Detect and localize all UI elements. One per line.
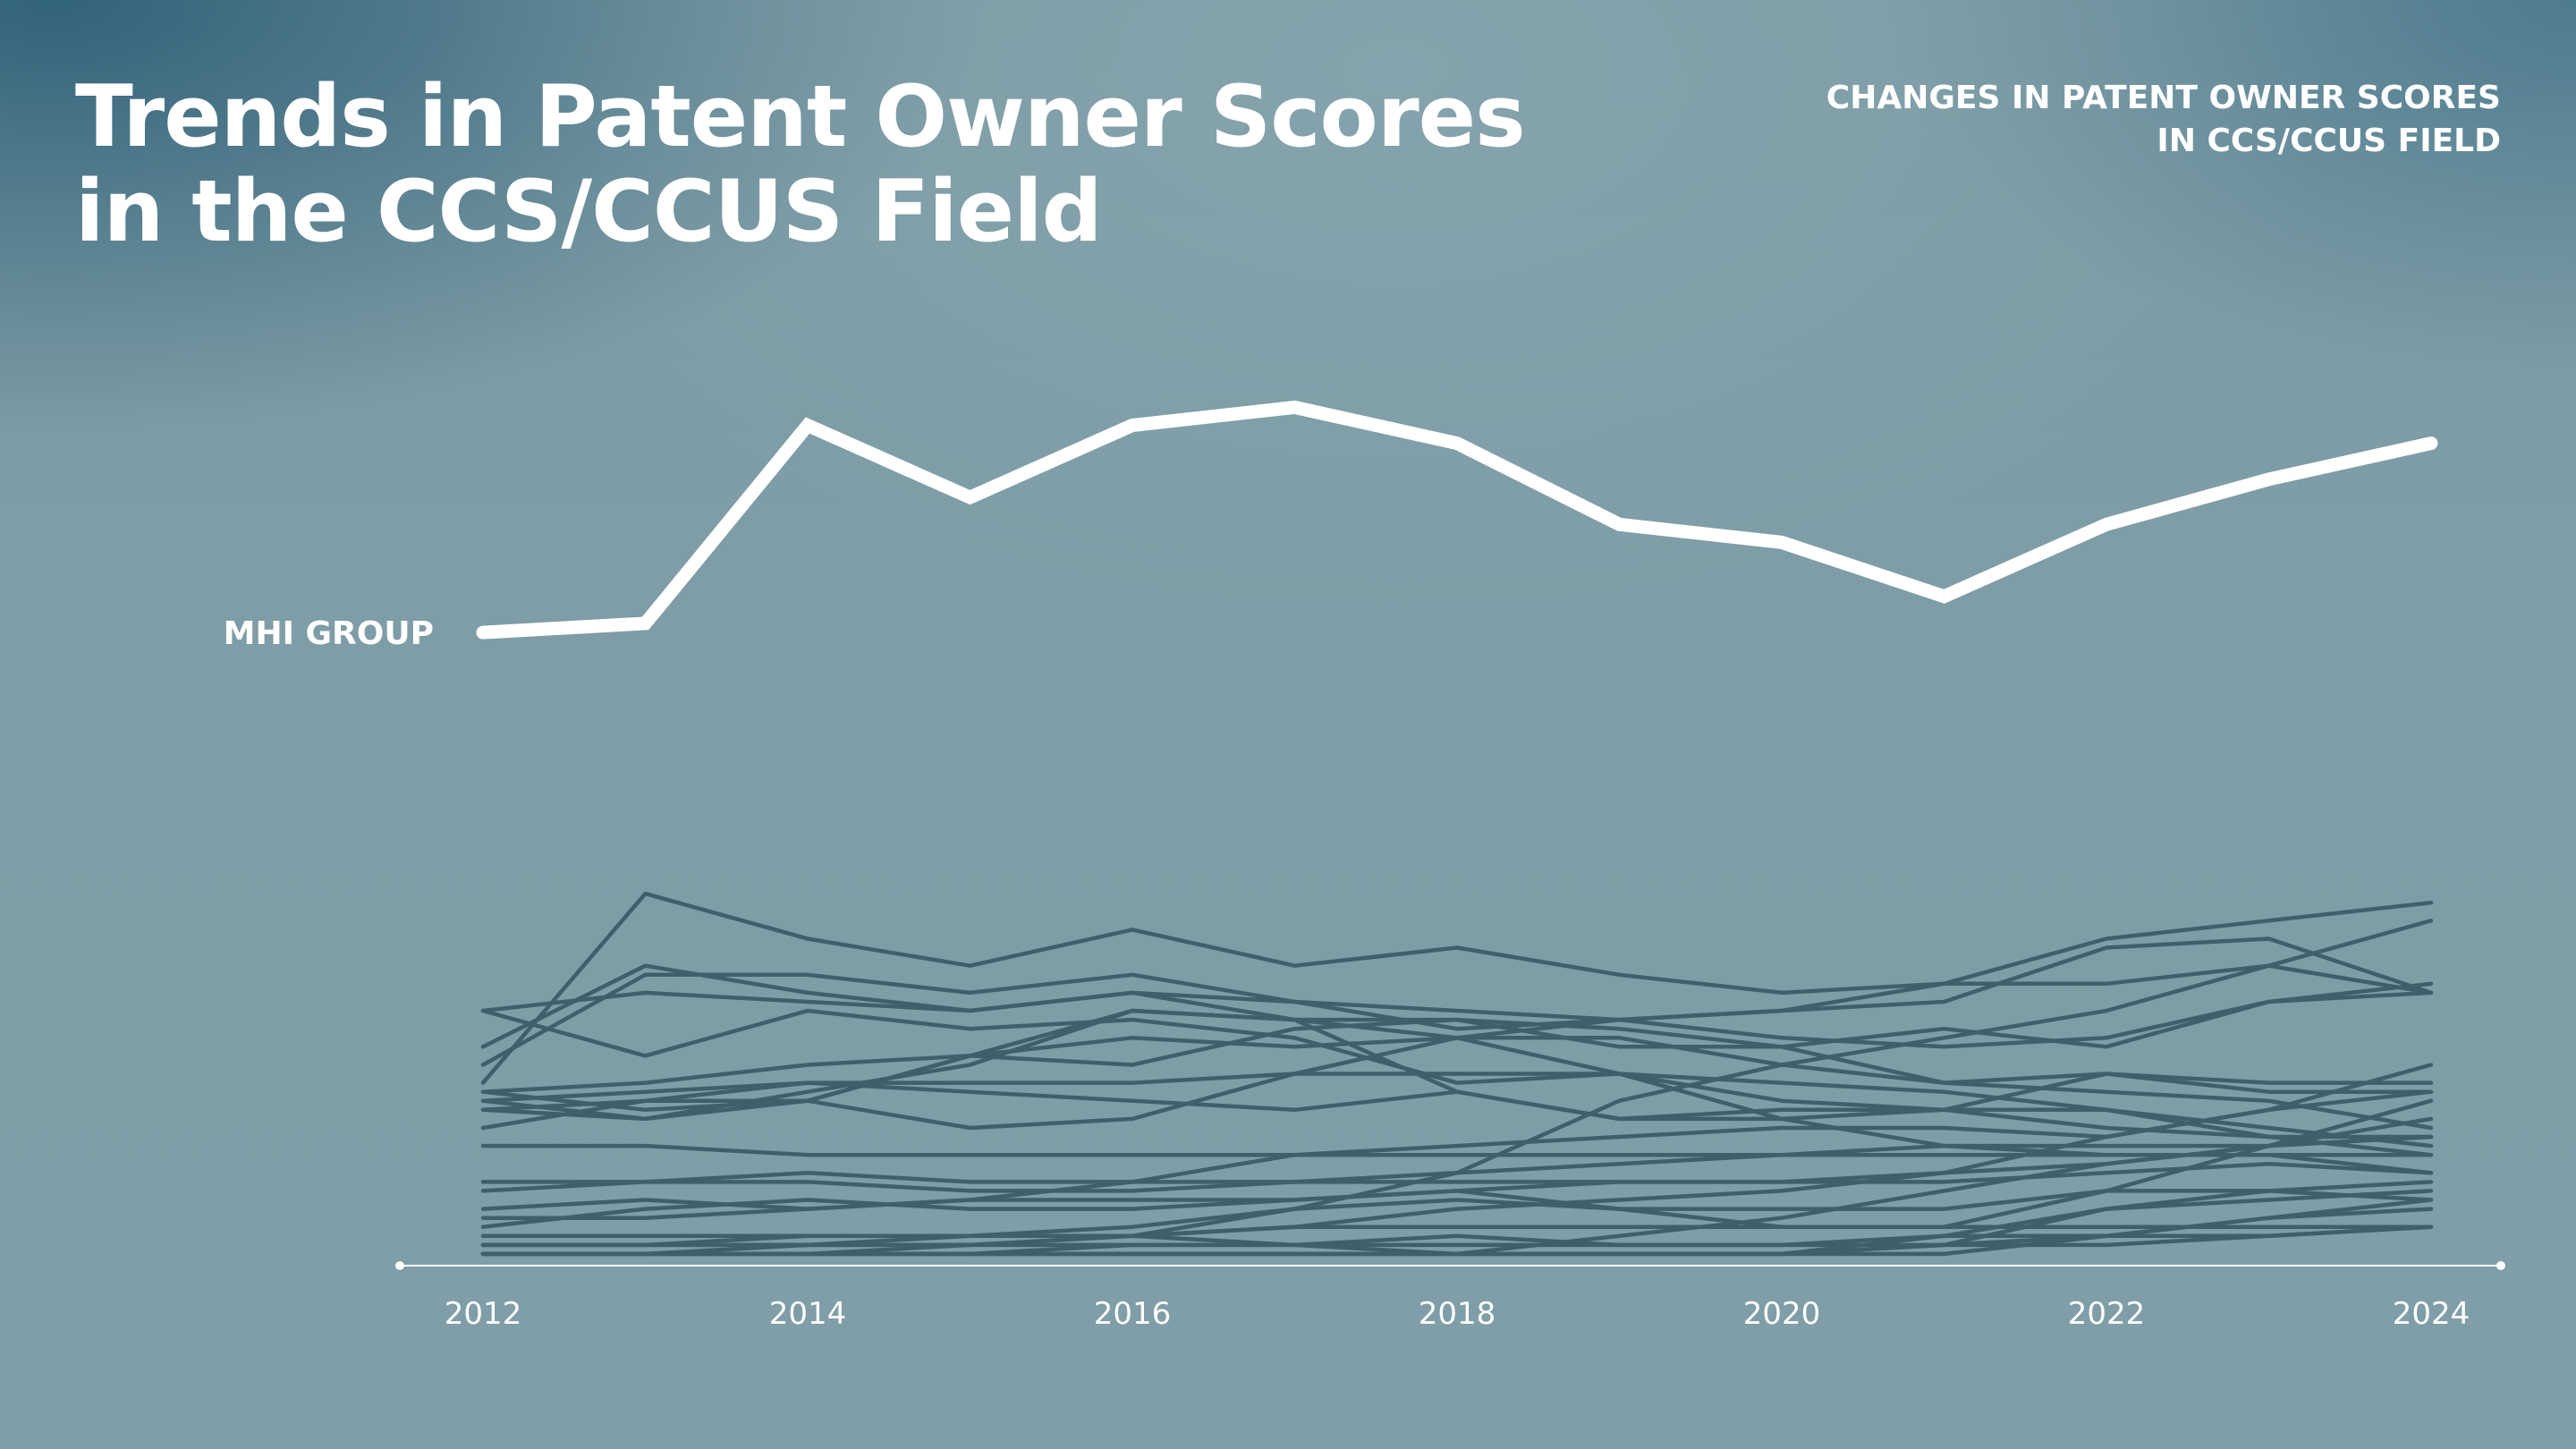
x-tick-label-2014: 2014	[769, 1296, 847, 1332]
x-tick-label-2020: 2020	[1743, 1296, 1821, 1332]
series-line-1	[480, 891, 2434, 1085]
page-title: Trends in Patent Owner Scores in the CCS…	[75, 68, 1526, 261]
x-axis-start-dot	[395, 1261, 404, 1270]
highlight-series-label: MHI GROUP	[224, 615, 434, 652]
x-axis-end-dot	[2496, 1261, 2505, 1270]
x-tick-label-2024: 2024	[2393, 1296, 2470, 1332]
series-line-2	[480, 936, 2434, 1067]
highlight-series: MHI GROUP	[224, 400, 2438, 652]
series-line-9	[480, 990, 2434, 1131]
x-tick-label-2022: 2022	[2068, 1296, 2146, 1332]
highlight-line	[476, 400, 2438, 640]
x-axis: 2012 2014 2016 2018 2020 2022 2024	[395, 1261, 2505, 1332]
subtitle-line-2: IN CCS/CCUS FIELD	[2157, 123, 2501, 159]
series-line-28	[480, 1224, 2434, 1239]
x-tick-label-2012: 2012	[445, 1296, 522, 1332]
series-lines	[480, 891, 2434, 1257]
subtitle-line-1: CHANGES IN PATENT OWNER SCORES	[1826, 80, 2501, 116]
series-line-27	[480, 900, 2434, 1022]
series-line-25	[480, 1224, 2434, 1257]
x-tick-label-2018: 2018	[1419, 1296, 1496, 1332]
series-line-29	[480, 1143, 2434, 1157]
series-line-5	[480, 981, 2434, 1094]
series-line-26	[480, 1072, 2434, 1148]
series-line-10	[480, 1008, 2434, 1148]
chart-subtitle: CHANGES IN PATENT OWNER SCORES IN CCS/CC…	[1696, 77, 2501, 163]
x-tick-label-2016: 2016	[1094, 1296, 1172, 1332]
